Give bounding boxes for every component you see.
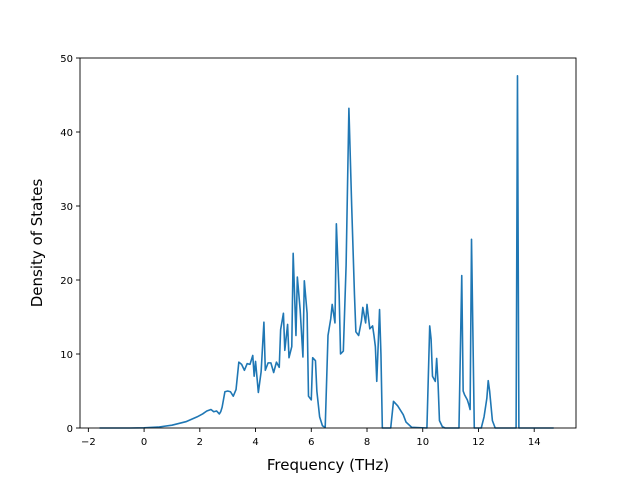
x-tick-label: 10 [416, 437, 429, 448]
x-tick-label: 12 [472, 437, 485, 448]
x-tick-label: 2 [197, 437, 203, 448]
x-tick-label: 14 [528, 437, 541, 448]
x-axis-label: Frequency (THz) [267, 456, 389, 474]
y-axis-label: Density of States [28, 179, 46, 308]
x-tick-label: 4 [252, 437, 258, 448]
y-tick-label: 30 [60, 202, 73, 213]
y-tick-label: 50 [60, 54, 73, 65]
x-tick-label: −2 [81, 437, 96, 448]
x-tick-label: 0 [141, 437, 147, 448]
y-tick-label: 40 [60, 128, 73, 139]
plot-area-frame [79, 57, 577, 429]
y-tick-label: 20 [60, 276, 73, 287]
x-axis-ticks: −2 0 2 4 6 8 10 12 14 [81, 428, 541, 448]
y-tick-label: 10 [60, 350, 73, 361]
x-tick-label: 8 [364, 437, 370, 448]
y-axis-ticks: 0 10 20 30 40 50 [60, 54, 80, 435]
x-tick-label: 6 [308, 437, 314, 448]
dos-series-line [99, 74, 554, 429]
y-tick-label: 0 [67, 424, 73, 435]
